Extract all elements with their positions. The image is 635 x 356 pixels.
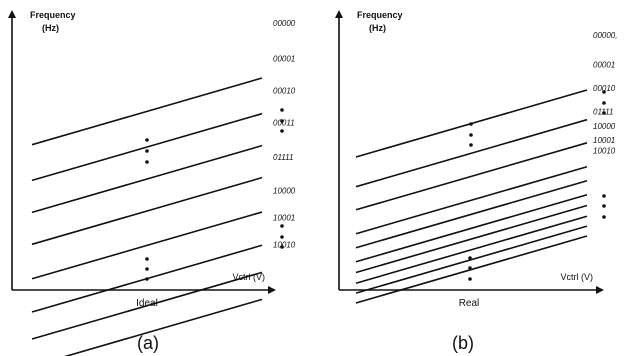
series-line xyxy=(355,142,588,211)
series-line xyxy=(355,194,588,263)
x-axis-title: Real xyxy=(459,298,480,309)
ellipsis-dot xyxy=(602,215,606,219)
ellipsis-dot xyxy=(145,160,149,164)
series-label: 00001 xyxy=(593,61,615,70)
ellipsis-dot xyxy=(145,149,149,153)
chart-panel-b: Frequency (Hz) Vctrl (V) Real 00000, 00001 000… xyxy=(335,10,617,353)
ellipsis-dot xyxy=(280,129,284,133)
series-label: 00000, xyxy=(593,31,617,40)
series-label: 00010 xyxy=(273,87,296,96)
series-line xyxy=(355,235,588,304)
ellipsis-dot xyxy=(145,277,149,281)
series-label: 10000 xyxy=(593,122,616,131)
panel-caption: (b) xyxy=(452,333,474,353)
ellipsis-dot xyxy=(280,235,284,239)
ellipsis-dot xyxy=(145,257,149,261)
chart-panel-a: Frequency(Hz)Vctrl (V)Ideal0000000001000… xyxy=(8,10,296,356)
series-line xyxy=(355,165,588,235)
ellipsis-dot xyxy=(602,194,606,198)
series-line xyxy=(63,298,263,356)
series-line xyxy=(355,204,588,274)
series-label: 00011 xyxy=(273,119,295,128)
x-axis-arrow xyxy=(596,286,604,294)
ellipsis-dot xyxy=(602,90,606,94)
ellipsis-dot xyxy=(602,101,606,105)
series-label: 00001 xyxy=(273,55,295,64)
ellipsis-dot xyxy=(469,122,473,126)
ellipsis-dot xyxy=(280,224,284,228)
series-label: 00000 xyxy=(273,19,296,28)
ellipsis-dot xyxy=(468,256,472,260)
ellipsis-dot xyxy=(468,277,472,281)
series-line xyxy=(31,176,263,246)
ellipsis-dot xyxy=(602,204,606,208)
ellipsis-dot xyxy=(280,119,284,123)
series-label: 10010 xyxy=(273,240,296,249)
ellipsis-dot xyxy=(145,138,149,142)
ellipsis-dot xyxy=(469,143,473,147)
series-line xyxy=(31,211,263,280)
ellipsis-dot xyxy=(469,133,473,137)
series-label: 10010 xyxy=(593,147,616,156)
ellipsis-dot xyxy=(280,108,284,112)
series-line xyxy=(31,77,263,146)
panel-caption: (a) xyxy=(137,333,159,353)
series-line xyxy=(355,179,588,249)
y-axis-arrow xyxy=(335,10,343,18)
x-axis-title: Ideal xyxy=(136,298,158,309)
y-axis-label: Frequency xyxy=(357,10,403,20)
series-label: 10001 xyxy=(273,213,295,222)
series-label: 10001 xyxy=(593,136,615,145)
series-line xyxy=(31,112,263,182)
series-label: 01111 xyxy=(273,153,293,162)
series-line xyxy=(355,225,588,294)
series-label: 00010 xyxy=(593,84,616,93)
ellipsis-dot xyxy=(602,111,606,115)
y-axis-unit: (Hz) xyxy=(369,23,386,33)
ellipsis-dot xyxy=(468,266,472,270)
y-axis-arrow xyxy=(8,10,16,18)
x-axis-label: Vctrl (V) xyxy=(561,272,594,282)
series-label: 10000 xyxy=(273,186,296,195)
ellipsis-dot xyxy=(145,267,149,271)
y-axis-unit: (Hz) xyxy=(42,23,59,33)
series-line xyxy=(355,118,588,188)
series-line xyxy=(31,271,263,340)
ellipsis-dot xyxy=(280,245,284,249)
y-axis-label: Frequency xyxy=(30,10,76,20)
series-line xyxy=(355,215,588,284)
series-line xyxy=(31,144,263,214)
x-axis-arrow xyxy=(268,286,276,294)
